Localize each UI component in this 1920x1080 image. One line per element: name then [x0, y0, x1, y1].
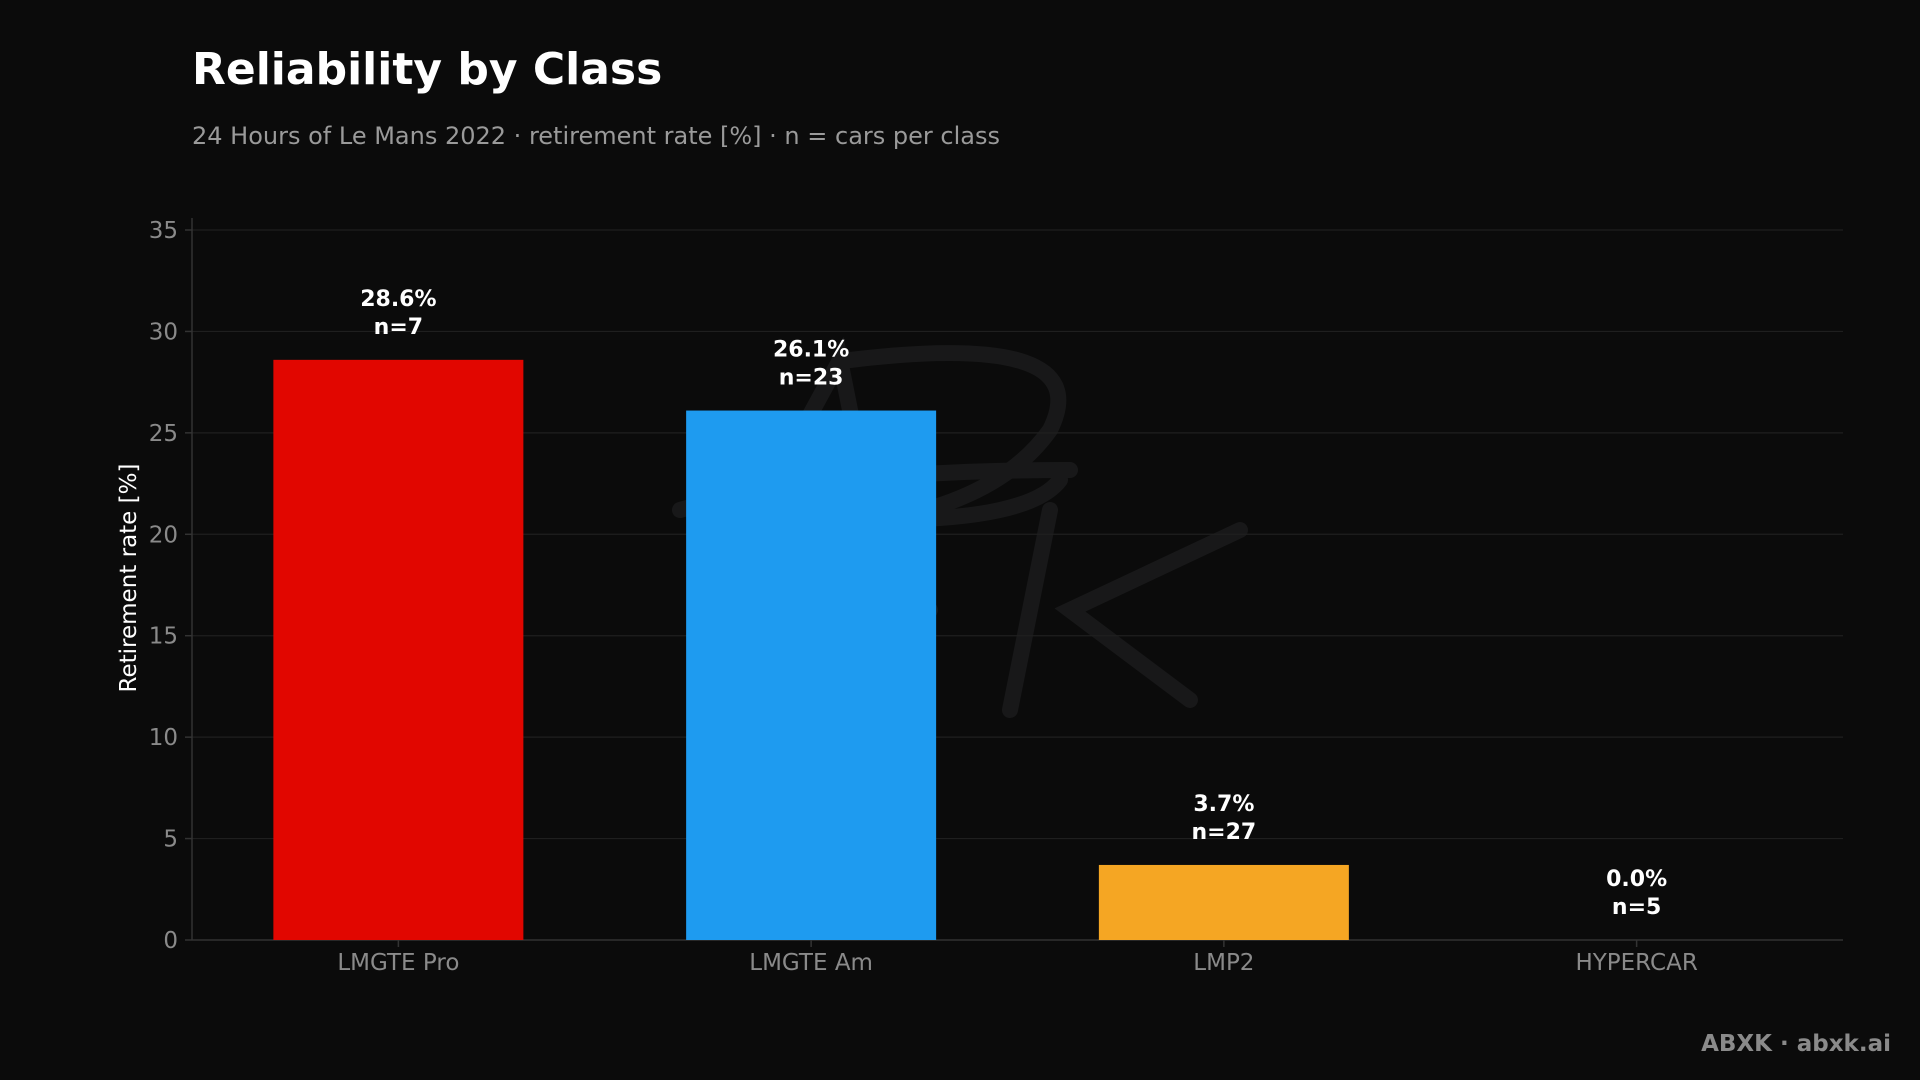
bar-n-label: n=23 [779, 366, 844, 391]
y-tick-label: 25 [149, 421, 178, 447]
y-tick-label: 30 [149, 319, 178, 345]
y-tick-label: 0 [163, 928, 178, 954]
bar-n-label: n=5 [1612, 895, 1661, 920]
bar-value-label: 26.1% [773, 338, 849, 363]
y-axis-label: Retirement rate [%] [116, 464, 142, 693]
bar-n-label: n=7 [374, 315, 423, 340]
x-tick-label: LMGTE Pro [337, 950, 459, 976]
y-tick-label: 35 [149, 218, 178, 244]
bar-lmgte-am [686, 410, 937, 940]
bar-n-label: n=27 [1192, 820, 1257, 845]
bar-lmp2 [1098, 864, 1349, 940]
y-tick-label: 15 [149, 624, 178, 650]
y-tick-label: 5 [163, 827, 178, 853]
y-tick-label: 20 [149, 522, 178, 548]
chart-subtitle: 24 Hours of Le Mans 2022 · retirement ra… [192, 122, 1000, 150]
chart-title: Reliability by Class [192, 44, 663, 95]
bar-value-label: 28.6% [360, 287, 436, 312]
y-tick-label: 10 [149, 725, 178, 751]
x-tick-label: LMP2 [1193, 950, 1254, 976]
bar-lmgte-pro [273, 359, 524, 940]
x-tick-label: HYPERCAR [1575, 950, 1697, 976]
brand-footer: ABXK · abxk.ai [1701, 1031, 1891, 1057]
x-tick-label: LMGTE Am [749, 950, 873, 976]
bar-value-label: 0.0% [1606, 867, 1667, 892]
bar-value-label: 3.7% [1193, 792, 1254, 817]
